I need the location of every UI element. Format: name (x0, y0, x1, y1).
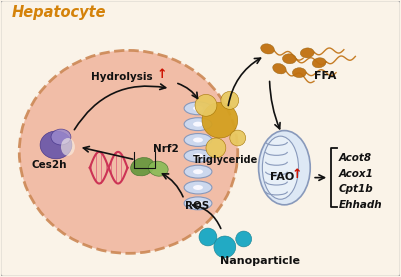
Ellipse shape (19, 50, 238, 253)
Text: Hepatocyte: Hepatocyte (11, 5, 106, 20)
Circle shape (195, 94, 217, 116)
Text: ROS: ROS (185, 201, 209, 211)
Ellipse shape (193, 185, 203, 190)
Text: ↑: ↑ (292, 168, 302, 181)
Ellipse shape (193, 122, 203, 127)
Circle shape (236, 231, 252, 247)
Ellipse shape (273, 63, 286, 74)
Text: Acot8: Acot8 (339, 153, 372, 163)
Ellipse shape (184, 181, 212, 194)
Ellipse shape (40, 131, 72, 159)
Ellipse shape (193, 169, 203, 174)
Circle shape (214, 236, 236, 258)
Text: ↑: ↑ (156, 68, 167, 81)
Ellipse shape (184, 118, 212, 130)
Ellipse shape (184, 102, 212, 115)
Ellipse shape (148, 161, 168, 176)
Ellipse shape (184, 134, 212, 147)
Circle shape (230, 130, 246, 146)
Ellipse shape (300, 48, 314, 58)
Ellipse shape (292, 68, 306, 78)
Ellipse shape (184, 165, 212, 178)
Text: FAO: FAO (269, 171, 294, 182)
Ellipse shape (193, 137, 203, 142)
Circle shape (206, 138, 226, 158)
Text: FFA: FFA (314, 71, 336, 81)
Text: Cpt1b: Cpt1b (339, 184, 374, 194)
Text: Ehhadh: Ehhadh (339, 200, 383, 210)
Ellipse shape (193, 153, 203, 158)
Circle shape (221, 91, 239, 109)
Ellipse shape (131, 158, 154, 176)
Ellipse shape (193, 201, 203, 206)
Text: Hydrolysis: Hydrolysis (91, 71, 152, 82)
Text: Acox1: Acox1 (339, 169, 374, 179)
Text: Nanoparticle: Nanoparticle (220, 256, 300, 266)
Ellipse shape (61, 138, 75, 156)
Ellipse shape (184, 197, 212, 210)
Circle shape (202, 102, 238, 138)
Text: Nrf2: Nrf2 (153, 144, 179, 154)
Ellipse shape (262, 136, 298, 199)
Ellipse shape (259, 130, 310, 205)
Ellipse shape (282, 54, 296, 64)
Ellipse shape (184, 149, 212, 162)
Text: Triglyceride: Triglyceride (193, 155, 258, 165)
Ellipse shape (261, 44, 274, 54)
Ellipse shape (193, 106, 203, 111)
Ellipse shape (51, 129, 71, 145)
Ellipse shape (312, 58, 326, 68)
Circle shape (199, 228, 217, 246)
Text: Ces2h: Ces2h (31, 160, 67, 170)
